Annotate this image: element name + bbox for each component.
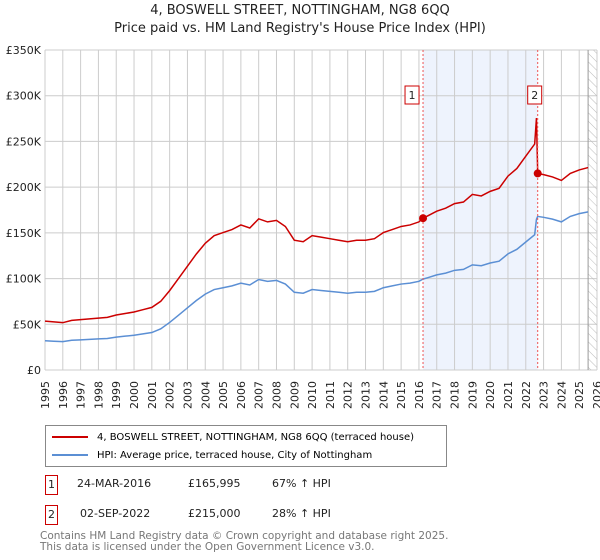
chart-title: 4, BOSWELL STREET, NOTTINGHAM, NG8 6QQ — [150, 3, 450, 18]
x-tick-label: 1999 — [110, 381, 123, 409]
x-tick-label: 2024 — [555, 381, 568, 409]
sale-badge: 1 — [45, 475, 58, 495]
legend-label-hpi: HPI: Average price, terraced house, City… — [97, 449, 373, 461]
legend: 4, BOSWELL STREET, NOTTINGHAM, NG8 6QQ (… — [45, 425, 447, 467]
legend-label-property: 4, BOSWELL STREET, NOTTINGHAM, NG8 6QQ (… — [97, 431, 415, 443]
sale-label: 2 — [531, 89, 538, 102]
sale-label-box — [404, 85, 420, 105]
x-tick-label: 2014 — [377, 381, 390, 409]
x-tick-label: 2019 — [466, 381, 479, 409]
sale-hpi-change: 28% ↑ HPI — [272, 507, 331, 520]
sale-hpi-change: 67% ↑ HPI — [272, 477, 331, 490]
sale-label-box — [527, 85, 543, 105]
x-tick-label: 2025 — [573, 381, 586, 409]
x-tick-label: 1997 — [75, 381, 88, 409]
x-tick-label: 2009 — [288, 381, 301, 409]
x-tick-label: 2012 — [342, 381, 355, 409]
sale-date: 24-MAR-2016 — [77, 477, 152, 490]
x-tick-label: 2018 — [449, 381, 462, 409]
x-tick-label: 2021 — [502, 381, 515, 409]
x-tick-label: 2004 — [199, 381, 212, 409]
sale-row-2: 2 02-SEP-2022 £215,000 28% ↑ HPI — [45, 505, 445, 525]
property-price-line — [44, 118, 589, 324]
x-tick-label: 2008 — [270, 381, 283, 409]
x-tick-label: 2001 — [146, 381, 159, 409]
x-tick-label: 2002 — [164, 381, 177, 409]
sale-point — [533, 169, 542, 178]
plot-area: 1995 1996 1997 1998 1999 2000 2001 2002 2003 2004… — [6, 44, 600, 409]
y-tick-label: £100K — [6, 273, 42, 286]
sale-label: 1 — [409, 89, 416, 102]
forecast-hatch — [588, 50, 597, 370]
hpi-line — [44, 211, 589, 343]
sale-date: 02-SEP-2022 — [80, 507, 151, 520]
sale-point — [419, 214, 428, 223]
x-tick-label: 2023 — [538, 381, 551, 409]
x-tick-label: 2005 — [217, 381, 230, 409]
x-tick-label: 2022 — [520, 381, 533, 409]
chart-subtitle: Price paid vs. HM Land Registry's House … — [114, 21, 486, 36]
x-tick-label: 2007 — [253, 381, 266, 409]
x-tick-label: 2003 — [181, 381, 194, 409]
x-tick-label: 2011 — [324, 381, 337, 409]
y-tick-label: £150K — [6, 227, 42, 240]
sale-row-1: 1 24-MAR-2016 £165,995 67% ↑ HPI — [45, 475, 445, 495]
x-tick-label: 1996 — [57, 381, 70, 409]
x-tick-label: 2026 — [591, 381, 600, 409]
legend-item-hpi: HPI: Average price, terraced house, City… — [52, 447, 372, 463]
x-tick-label: 2013 — [360, 381, 373, 409]
x-tick-label: 1995 — [39, 381, 52, 409]
x-tick-label: 2010 — [306, 381, 319, 409]
legend-swatch-hpi — [52, 454, 88, 456]
x-tick-label: 1998 — [92, 381, 105, 409]
footer-line-1: Contains HM Land Registry data © Crown c… — [40, 530, 449, 542]
x-tick-label: 2017 — [431, 381, 444, 409]
y-tick-label: £300K — [6, 90, 42, 103]
y-tick-label: £250K — [6, 135, 42, 148]
y-tick-label: £0 — [27, 364, 41, 377]
y-tick-label: £50K — [13, 318, 42, 331]
legend-swatch-property — [52, 436, 88, 438]
sale-price: £215,000 — [188, 507, 241, 520]
x-tick-label: 2015 — [395, 381, 408, 409]
footer-line-2: This data is licensed under the Open Gov… — [40, 541, 375, 553]
x-tick-label: 2006 — [235, 381, 248, 409]
y-tick-label: £200K — [6, 181, 42, 194]
x-tick-label: 2000 — [128, 381, 141, 409]
x-tick-label: 2020 — [484, 381, 497, 409]
footer: Contains HM Land Registry data © Crown c… — [40, 531, 448, 553]
y-tick-label: £350K — [6, 44, 42, 57]
legend-item-property: 4, BOSWELL STREET, NOTTINGHAM, NG8 6QQ (… — [52, 429, 414, 445]
sale-price: £165,995 — [188, 477, 241, 490]
sale-badge: 2 — [45, 505, 58, 525]
x-tick-label: 2016 — [413, 381, 426, 409]
